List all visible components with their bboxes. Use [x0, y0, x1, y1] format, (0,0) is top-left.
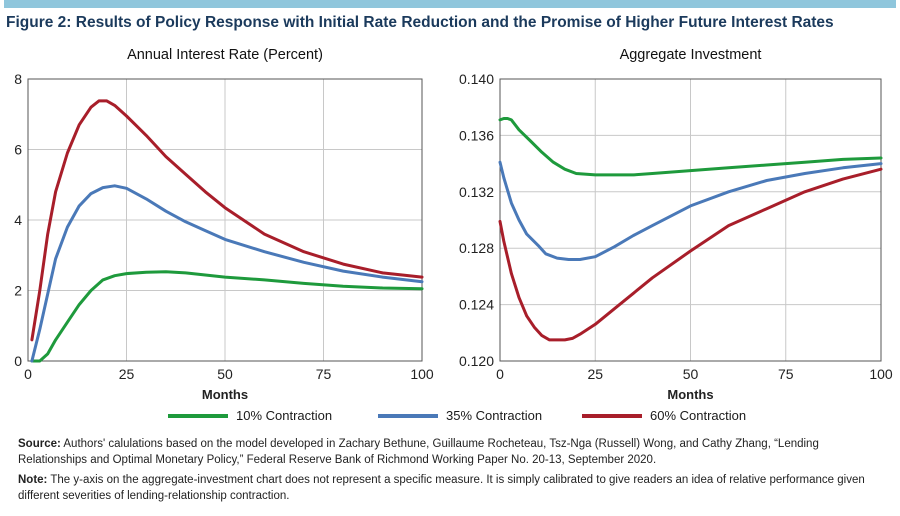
investment-ytick-label: 0.132	[459, 184, 494, 200]
legend-item-60pct: 60% Contraction	[582, 408, 746, 423]
investment-xtick-label: 50	[683, 366, 699, 382]
figure-title: Figure 2: Results of Policy Response wit…	[6, 14, 834, 31]
investment-ytick-label: 0.124	[459, 297, 494, 313]
interest-rate-xtick-label: 75	[316, 366, 332, 382]
interest-rate-series-0-line	[30, 270, 424, 363]
interest-rate-ytick-label: 4	[14, 212, 22, 228]
source-text: Authors' calulations based on the model …	[18, 438, 819, 466]
interest-rate-ytick-label: 0	[14, 353, 22, 369]
interest-rate-ytick-label: 6	[14, 142, 22, 158]
source-note: Source: Authors' calulations based on th…	[18, 436, 888, 468]
investment-xaxis-label: Months	[667, 387, 713, 402]
interest-rate-xaxis-label: Months	[202, 387, 248, 402]
interest-rate-ytick-label: 2	[14, 283, 22, 299]
investment-ytick-label: 0.128	[459, 240, 494, 256]
legend-swatch-blue	[378, 413, 438, 418]
interest-rate-xtick-label: 100	[410, 366, 434, 382]
top-accent-bar	[4, 0, 896, 8]
right-chart-title: Aggregate Investment	[619, 47, 762, 63]
investment-xtick-label: 75	[778, 366, 794, 382]
note-paragraph: Note: The y-axis on the aggregate-invest…	[18, 472, 888, 504]
interest-rate-ytick-label: 8	[14, 71, 22, 87]
interest-rate-plot-frame	[27, 78, 423, 362]
investment-xtick-label: 0	[496, 366, 504, 382]
legend-label-35pct: 35% Contraction	[446, 408, 543, 423]
legend-item-35pct: 35% Contraction	[378, 408, 542, 423]
legend-swatch-green	[168, 413, 228, 418]
legend-label-60pct: 60% Contraction	[650, 408, 747, 423]
interest-rate-xtick-label: 0	[24, 366, 32, 382]
interest-rate-xtick-label: 50	[217, 366, 233, 382]
investment-xtick-label: 25	[587, 366, 603, 382]
interest-rate-xtick-label: 25	[119, 366, 135, 382]
investment-ytick-label: 0.120	[459, 353, 494, 369]
investment-series-0-line	[498, 117, 883, 177]
interest-rate-series-1-line	[30, 184, 424, 363]
investment-ytick-label: 0.140	[459, 71, 494, 87]
legend-swatch-red	[582, 413, 642, 418]
investment-series-2-line	[498, 167, 883, 342]
source-label: Source:	[18, 438, 61, 450]
investment-ytick-label: 0.136	[459, 127, 494, 143]
left-chart-title: Annual Interest Rate (Percent)	[127, 47, 323, 63]
note-label: Note:	[18, 474, 48, 486]
investment-series-1-line	[498, 160, 883, 261]
legend-item-10pct: 10% Contraction	[168, 408, 332, 423]
note-text: The y-axis on the aggregate-investment c…	[18, 474, 865, 502]
interest-rate-series-2-line	[30, 99, 424, 342]
legend: 10% Contraction 35% Contraction 60% Cont…	[0, 408, 900, 428]
figure-notes: Source: Authors' calulations based on th…	[18, 436, 888, 508]
charts-canvas: 0 2 4 6 8 0 25 50 75 100 Months 0.120 0.124 0.128 0.13…	[14, 71, 893, 402]
legend-label-10pct: 10% Contraction	[236, 408, 333, 423]
investment-xtick-label: 100	[869, 366, 893, 382]
